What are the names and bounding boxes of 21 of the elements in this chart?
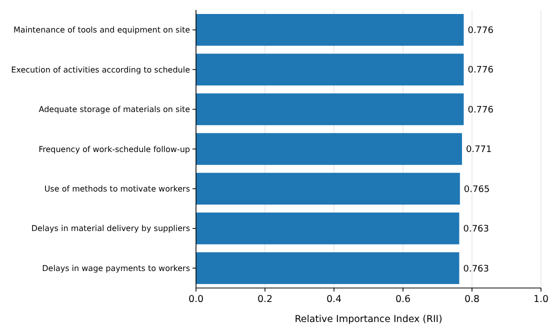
data-label: 0.763 <box>463 264 489 274</box>
x-tick-label: 0.8 <box>464 294 480 305</box>
y-tick-label: Maintenance of tools and equipment on site <box>13 26 190 35</box>
data-label: 0.765 <box>464 184 490 195</box>
data-label: 0.771 <box>466 145 492 156</box>
y-tick-label: Use of methods to motivate workers <box>44 184 190 194</box>
x-tick-label: 0.0 <box>188 294 204 305</box>
data-label: 0.763 <box>463 224 489 235</box>
y-tick-label: Adequate storage of materials on site <box>38 105 190 114</box>
data-label: 0.776 <box>468 66 494 76</box>
x-tick-label: 1.0 <box>533 294 549 305</box>
x-tick-label: 0.4 <box>326 294 342 305</box>
data-label: 0.776 <box>468 26 494 36</box>
y-tick-label: Delays in material delivery by suppliers <box>31 224 190 234</box>
x-tick-label: 0.2 <box>257 294 273 305</box>
x-axis-title: Relative Importance Index (RII) <box>294 314 442 325</box>
x-tick-label: 0.6 <box>395 294 411 305</box>
y-tick-label: Delays in wage payments to workers <box>42 264 190 273</box>
y-tick-label: Frequency of work-schedule follow-up <box>38 144 190 154</box>
y-tick-label: Execution of activities according to schedule <box>11 65 190 74</box>
data-label: 0.776 <box>468 105 494 116</box>
